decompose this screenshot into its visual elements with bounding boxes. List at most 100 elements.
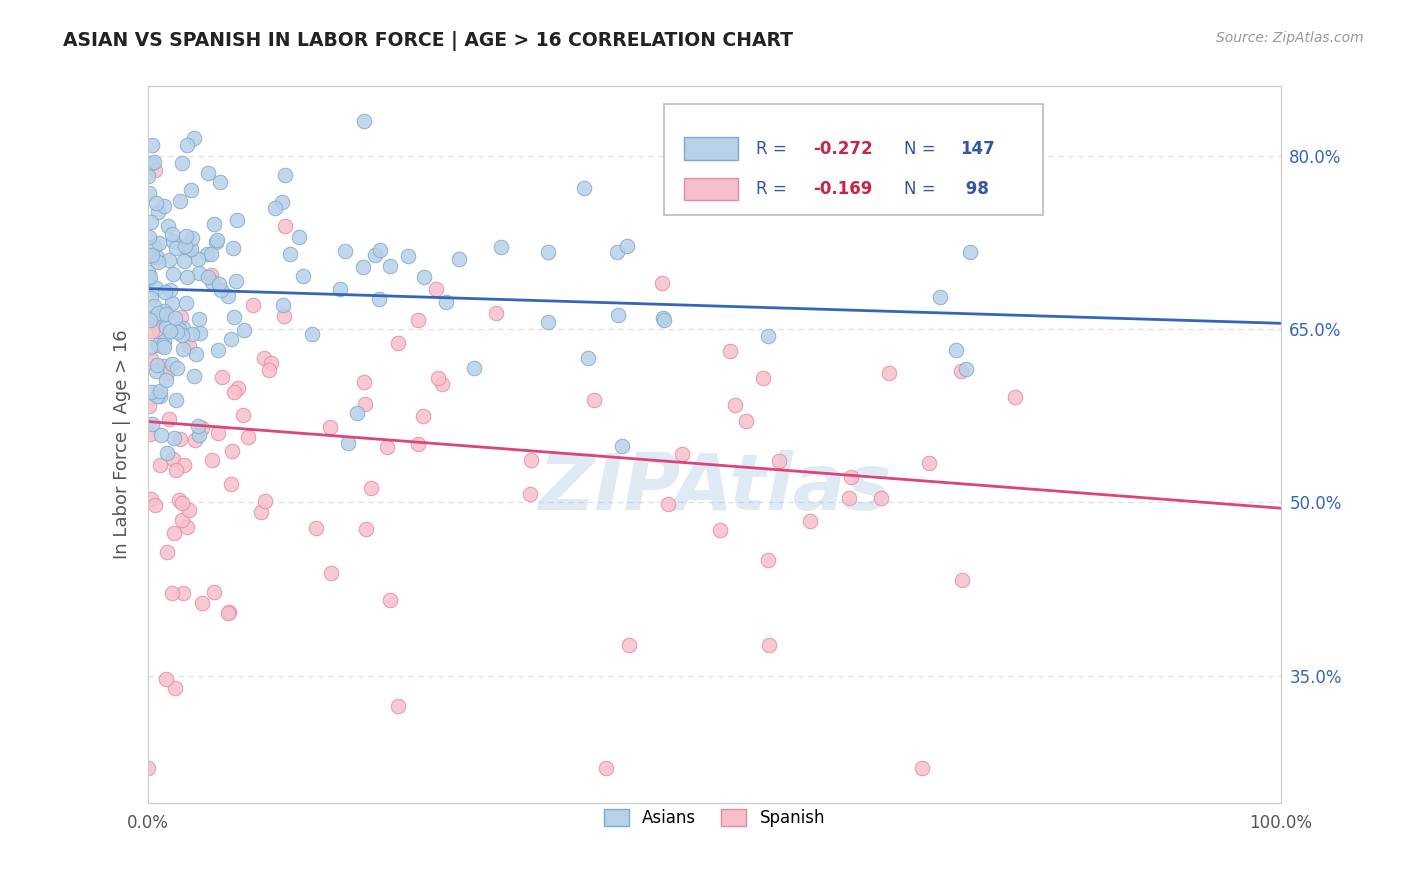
Point — [378, 593, 401, 607]
Point — [368, 243, 391, 257]
Point — [945, 343, 967, 358]
Point — [232, 408, 254, 422]
Point — [162, 267, 184, 281]
Point — [202, 585, 225, 599]
Point — [152, 308, 174, 322]
Point — [138, 230, 160, 244]
Point — [253, 351, 276, 365]
Point — [169, 432, 191, 446]
Point — [709, 524, 731, 538]
Point — [148, 236, 170, 251]
Point — [155, 320, 177, 334]
Point — [153, 285, 176, 299]
Point — [226, 212, 249, 227]
Point — [183, 369, 205, 384]
Point — [146, 255, 169, 269]
Text: 98: 98 — [960, 180, 990, 198]
Bar — [683, 137, 738, 160]
Bar — [683, 178, 738, 200]
Point — [576, 351, 599, 366]
Point — [156, 219, 179, 233]
Point — [838, 491, 860, 506]
Point — [224, 384, 246, 399]
Point — [172, 155, 194, 169]
Point — [172, 342, 194, 356]
FancyBboxPatch shape — [664, 104, 1043, 215]
Point — [159, 283, 181, 297]
Point — [710, 133, 733, 147]
Point — [799, 514, 821, 528]
Point — [360, 481, 382, 495]
Point — [222, 310, 245, 324]
Point — [165, 310, 187, 325]
Point — [146, 251, 169, 265]
Point — [149, 389, 172, 403]
Point — [387, 699, 409, 714]
Point — [177, 243, 200, 257]
Point — [264, 201, 287, 215]
Point — [259, 363, 281, 377]
Point — [195, 247, 218, 261]
Point — [877, 366, 900, 380]
Point — [219, 477, 242, 491]
Point — [191, 596, 214, 610]
Y-axis label: In Labor Force | Age > 16: In Labor Force | Age > 16 — [114, 330, 131, 559]
Point — [955, 362, 977, 376]
Point — [197, 269, 219, 284]
Point — [305, 520, 328, 534]
Point — [253, 494, 276, 508]
Point — [148, 324, 170, 338]
Point — [217, 607, 239, 621]
Point — [768, 453, 790, 467]
Point — [160, 296, 183, 310]
Point — [162, 234, 184, 248]
Point — [751, 370, 773, 384]
Point — [176, 269, 198, 284]
Point — [236, 430, 259, 444]
Point — [1004, 390, 1026, 404]
Point — [329, 282, 352, 296]
Point — [354, 522, 377, 536]
Text: R =: R = — [756, 140, 793, 158]
Point — [152, 359, 174, 373]
Point — [149, 458, 172, 473]
Point — [354, 397, 377, 411]
Point — [723, 398, 745, 412]
Point — [170, 496, 193, 510]
Point — [139, 249, 162, 263]
Point — [232, 323, 254, 337]
Point — [287, 230, 309, 244]
Point — [166, 361, 188, 376]
Point — [205, 235, 228, 249]
Point — [145, 281, 167, 295]
Point — [156, 366, 179, 380]
Point — [174, 229, 197, 244]
Point — [353, 375, 375, 389]
Point — [336, 435, 359, 450]
Text: R =: R = — [756, 180, 793, 198]
Point — [225, 274, 247, 288]
Point — [155, 672, 177, 686]
Point — [720, 199, 742, 213]
Point — [143, 498, 166, 512]
Point — [155, 307, 177, 321]
Point — [138, 399, 160, 413]
Point — [190, 420, 212, 434]
Point — [159, 324, 181, 338]
Point — [143, 162, 166, 177]
Point — [162, 586, 184, 600]
Point — [187, 311, 209, 326]
Point — [463, 361, 485, 376]
Point — [138, 761, 160, 775]
Point — [183, 131, 205, 145]
Point — [180, 326, 202, 341]
Point — [219, 332, 242, 346]
Point — [607, 308, 630, 322]
Point — [173, 254, 195, 268]
Point — [143, 299, 166, 313]
Point — [136, 265, 159, 279]
Point — [172, 513, 194, 527]
Point — [406, 437, 429, 451]
Point — [839, 470, 862, 484]
Point — [364, 247, 387, 261]
